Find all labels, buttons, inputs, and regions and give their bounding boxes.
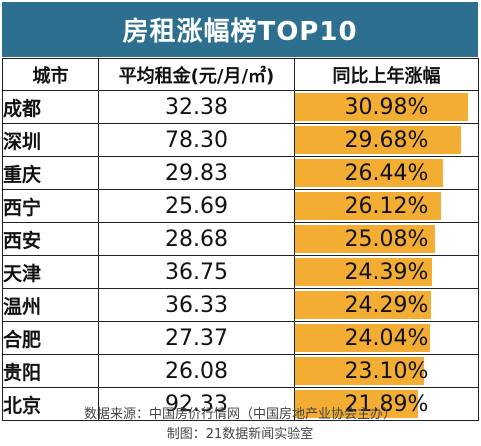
rent-cell: 27.37 [98,321,295,355]
yoy-bar [295,225,436,253]
table-row: 成都 32.38 30.98% [2,90,479,124]
table-row: 西安 28.68 25.08% [2,222,479,256]
yoy-bar [295,192,442,220]
yoy-cell: 26.44% [294,156,479,190]
city-cell: 天津 [2,255,99,289]
city-cell: 西宁 [2,189,99,223]
yoy-cell: 30.98% [294,90,479,124]
table-row: 北京 92.33 21.89% [2,387,479,421]
source-note: 数据来源：中国房价行情网（中国房地产业协会主办） [83,407,396,422]
city-cell: 北京 [2,387,99,421]
city-cell: 合肥 [2,321,99,355]
ranking-table: 城市 平均租金(元/月/㎡) 同比上年涨幅 成都 32.38 30.98% 深圳 78.… [2,58,479,421]
rent-cell: 78.30 [98,123,295,157]
table-row: 深圳 78.30 29.68% [2,123,479,157]
rent-cell: 28.68 [98,222,295,256]
yoy-label: 26.44% [344,160,429,186]
rent-cell: 25.69 [98,189,295,223]
column-header-city: 城市 [2,58,99,91]
yoy-cell: 29.68% [294,123,479,157]
table-row: 西宁 25.69 26.12% [2,189,479,223]
rent-cell: 32.38 [98,90,295,124]
yoy-label: 24.04% [344,325,429,351]
yoy-cell: 24.04% [294,321,479,355]
city-cell: 贵阳 [2,354,99,388]
rent-cell: 92.33 [98,387,295,421]
yoy-bar [295,93,469,121]
column-header-yoy: 同比上年涨幅 [294,58,479,91]
yoy-bar [295,291,432,319]
yoy-label: 21.89% [344,391,429,417]
yoy-cell: 24.29% [294,288,479,322]
column-header-rent: 平均租金(元/月/㎡) [98,58,295,91]
yoy-bar [295,357,425,385]
city-cell: 西安 [2,222,99,256]
table-row: 温州 36.33 24.29% [2,288,479,322]
header-row: 城市 平均租金(元/月/㎡) 同比上年涨幅 [2,58,479,91]
yoy-label: 25.08% [344,226,429,252]
city-cell: 深圳 [2,123,99,157]
yoy-bar [295,324,430,352]
rent-cell: 29.83 [98,156,295,190]
yoy-bar [295,390,418,418]
yoy-cell: 26.12% [294,189,479,223]
yoy-label: 24.29% [344,292,429,318]
table-row: 天津 36.75 24.39% [2,255,479,289]
yoy-bar [295,258,432,286]
rent-cell: 26.08 [98,354,295,388]
city-cell: 成都 [2,90,99,124]
yoy-cell: 24.39% [294,255,479,289]
yoy-label: 23.10% [344,358,429,384]
yoy-bar [295,159,444,187]
table-body: 成都 32.38 30.98% 深圳 78.30 29.68% 重庆 29.83 26.44% 西… [2,90,479,421]
table-row: 贵阳 26.08 23.10% [2,354,479,388]
credit-note: 制图：21数据新闻实验室 [166,427,314,442]
yoy-label: 29.68% [344,127,429,153]
yoy-cell: 21.89% [294,387,479,421]
table-row: 重庆 29.83 26.44% [2,156,479,190]
yoy-cell: 25.08% [294,222,479,256]
rent-cell: 36.33 [98,288,295,322]
table-title: 房租涨幅榜TOP10 [2,2,478,57]
yoy-label: 26.12% [344,193,429,219]
yoy-cell: 23.10% [294,354,479,388]
city-cell: 重庆 [2,156,99,190]
rent-cell: 36.75 [98,255,295,289]
yoy-label: 24.39% [344,259,429,285]
yoy-label: 30.98% [344,94,429,120]
city-cell: 温州 [2,288,99,322]
yoy-bar [295,126,462,154]
table-row: 合肥 27.37 24.04% [2,321,479,355]
